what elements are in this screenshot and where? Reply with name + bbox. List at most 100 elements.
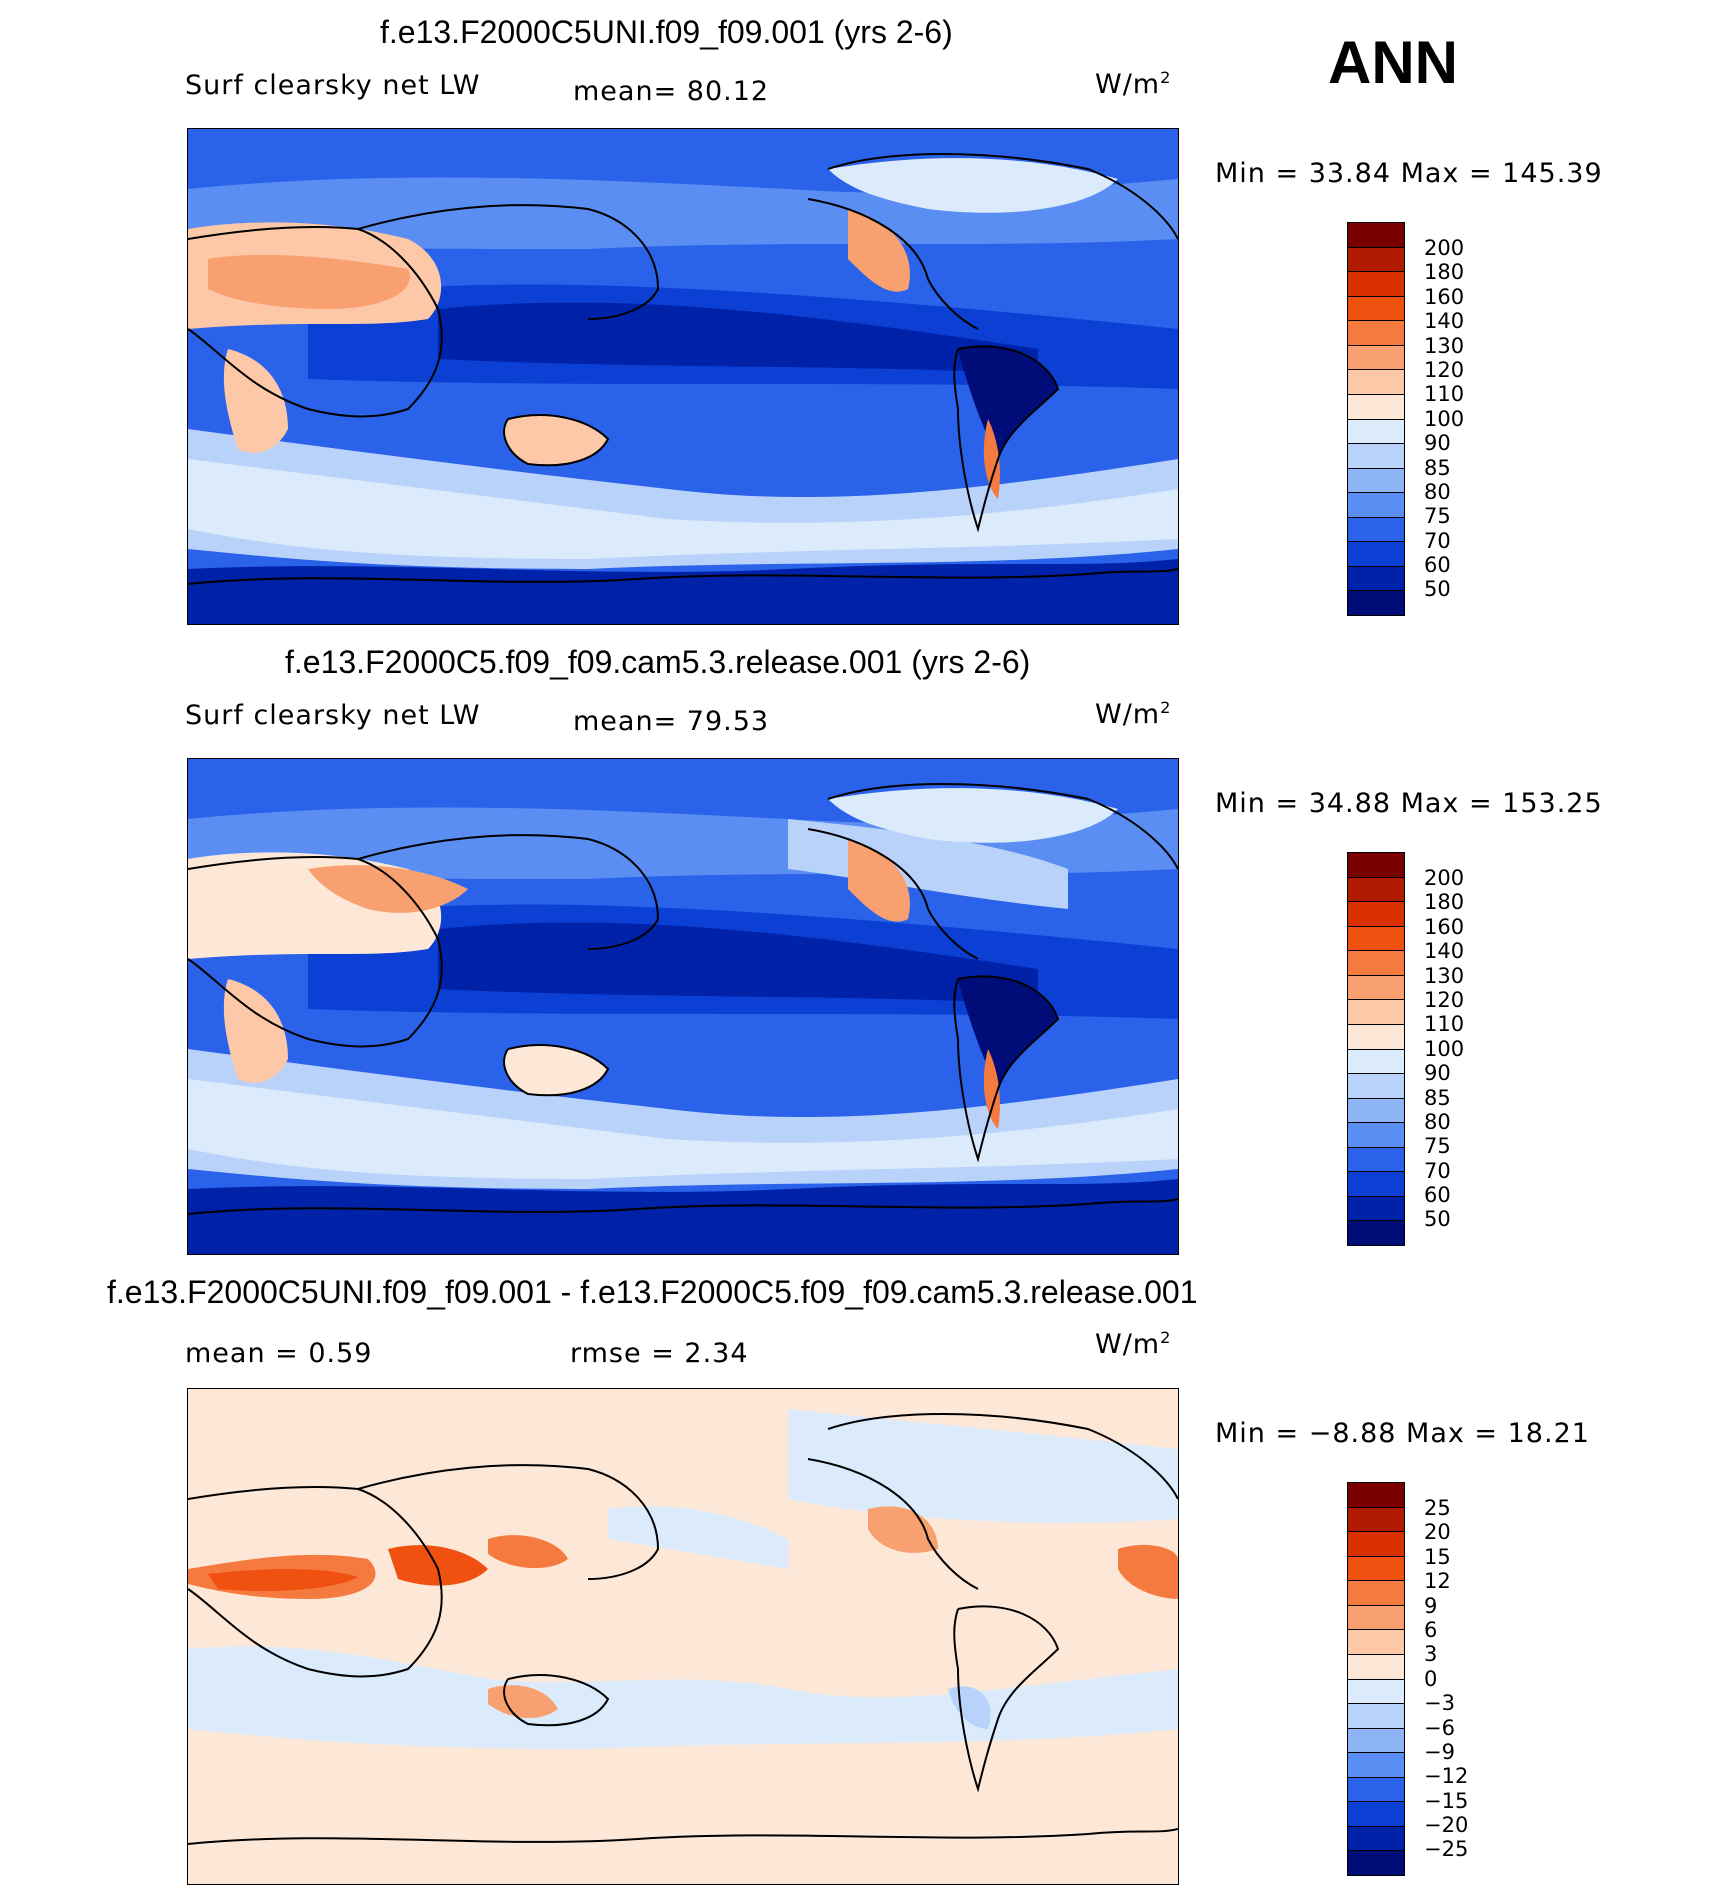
colorbar-tick-label: 9 <box>1424 1593 1438 1618</box>
colorbar-swatch <box>1348 1532 1404 1557</box>
colorbar-tick-label: 15 <box>1424 1544 1451 1569</box>
colorbar-swatch <box>1348 444 1404 469</box>
panel1-map <box>187 128 1179 625</box>
colorbar-tick-label: 160 <box>1424 914 1465 939</box>
colorbar-swatch <box>1348 321 1404 346</box>
colorbar-tick-label: 60 <box>1424 1183 1451 1208</box>
panel1-minmax: Min = 33.84 Max = 145.39 <box>1215 158 1603 189</box>
colorbar-swatch <box>1348 926 1404 952</box>
colorbar-swatch <box>1348 1630 1404 1655</box>
panel2-map <box>187 758 1179 1255</box>
colorbar-swatch <box>1348 247 1404 273</box>
colorbar-tick-label: 6 <box>1424 1617 1438 1642</box>
panel2-title: f.e13.F2000C5.f09_f09.cam5.3.release.001… <box>285 644 1031 680</box>
panel1-map-graphic <box>188 129 1178 624</box>
panel2-map-graphic <box>188 759 1178 1254</box>
colorbar-tick-label: −3 <box>1424 1691 1455 1716</box>
colorbar-swatch <box>1348 1074 1404 1099</box>
colorbar-tick-label: 140 <box>1424 939 1465 964</box>
colorbar-tick-label: 140 <box>1424 309 1465 334</box>
panel2-variable: Surf clearsky net LW <box>185 700 481 731</box>
colorbar-tick-label: 70 <box>1424 528 1451 553</box>
colorbar-tick-label: 200 <box>1424 866 1465 890</box>
colorbar-tick-label: −25 <box>1424 1837 1469 1862</box>
colorbar-swatch <box>1348 1777 1404 1803</box>
panel2-mean: mean= 79.53 <box>573 706 770 737</box>
colorbar-tick-label: 25 <box>1424 1496 1451 1520</box>
colorbar-swatch <box>1348 1802 1404 1827</box>
season-label: ANN <box>1328 29 1458 96</box>
panel3-units: W/m2 <box>1095 1328 1172 1360</box>
colorbar-swatch <box>1348 902 1404 927</box>
colorbar-tick-label: 70 <box>1424 1158 1451 1183</box>
colorbar-swatch <box>1348 1679 1404 1705</box>
colorbar-swatch <box>1348 223 1404 248</box>
colorbar-tick-label: 120 <box>1424 357 1465 382</box>
colorbar-tick-label: 200 <box>1424 236 1465 260</box>
colorbar-swatch <box>1348 542 1404 567</box>
colorbar-tick-label: −20 <box>1424 1813 1469 1838</box>
colorbar-swatch <box>1348 951 1404 976</box>
panel3-colorbar <box>1347 1482 1405 1876</box>
panel3-map <box>187 1388 1179 1885</box>
panel1-variable: Surf clearsky net LW <box>185 70 481 101</box>
panel3-title: f.e13.F2000C5UNI.f09_f09.001 - f.e13.F20… <box>107 1274 1198 1310</box>
colorbar-tick-label: −9 <box>1424 1739 1455 1764</box>
panel1-mean: mean= 80.12 <box>573 76 770 107</box>
colorbar-swatch <box>1348 296 1404 322</box>
colorbar-swatch <box>1348 1581 1404 1606</box>
colorbar-swatch <box>1348 272 1404 297</box>
colorbar-tick-label: 50 <box>1424 1207 1451 1232</box>
colorbar-tick-label: 50 <box>1424 577 1451 602</box>
colorbar-tick-label: 20 <box>1424 1520 1451 1545</box>
colorbar-swatch <box>1348 975 1404 1001</box>
colorbar-tick-label: 85 <box>1424 455 1451 480</box>
colorbar-swatch <box>1348 1147 1404 1173</box>
colorbar-swatch <box>1348 1172 1404 1197</box>
colorbar-tick-label: 75 <box>1424 1134 1451 1159</box>
colorbar-tick-label: 85 <box>1424 1085 1451 1110</box>
colorbar-swatch <box>1348 566 1404 592</box>
panel3-rmse: rmse = 2.34 <box>570 1338 749 1369</box>
colorbar-swatch <box>1348 1098 1404 1124</box>
colorbar-swatch <box>1348 1123 1404 1148</box>
colorbar-tick-label: 3 <box>1424 1642 1438 1667</box>
colorbar-swatch <box>1348 1704 1404 1729</box>
colorbar-swatch <box>1348 591 1404 615</box>
colorbar-swatch <box>1348 1049 1404 1075</box>
panel2-minmax: Min = 34.88 Max = 153.25 <box>1215 788 1603 819</box>
colorbar-swatch <box>1348 1221 1404 1245</box>
colorbar-tick-label: 80 <box>1424 1109 1451 1134</box>
colorbar-swatch <box>1348 1654 1404 1680</box>
colorbar-swatch <box>1348 853 1404 878</box>
panel3-minmax: Min = −8.88 Max = 18.21 <box>1215 1418 1590 1449</box>
colorbar-swatch <box>1348 1556 1404 1582</box>
colorbar-swatch <box>1348 468 1404 494</box>
colorbar-tick-label: 75 <box>1424 504 1451 529</box>
panel2-units: W/m2 <box>1095 698 1172 730</box>
colorbar-tick-label: 0 <box>1424 1666 1438 1691</box>
colorbar-tick-label: 180 <box>1424 260 1465 285</box>
panel2-colorbar-labels: 200 180 160 140 130 120 110 100 90 85 80 75 70 60 50 <box>1424 866 1464 1232</box>
colorbar-tick-label: −12 <box>1424 1764 1469 1789</box>
colorbar-swatch <box>1348 1605 1404 1631</box>
panel1-colorbar <box>1347 222 1405 616</box>
colorbar-swatch <box>1348 877 1404 903</box>
colorbar-tick-label: 160 <box>1424 284 1465 309</box>
panel1-title: f.e13.F2000C5UNI.f09_f09.001 (yrs 2-6) <box>380 14 953 50</box>
colorbar-swatch <box>1348 394 1404 420</box>
colorbar-tick-label: 120 <box>1424 987 1465 1012</box>
colorbar-swatch <box>1348 1826 1404 1852</box>
colorbar-tick-label: 80 <box>1424 479 1451 504</box>
colorbar-swatch <box>1348 1507 1404 1533</box>
colorbar-swatch <box>1348 1196 1404 1222</box>
colorbar-swatch <box>1348 1000 1404 1025</box>
colorbar-tick-label: −6 <box>1424 1715 1455 1740</box>
colorbar-tick-label: 90 <box>1424 431 1451 456</box>
colorbar-swatch <box>1348 1483 1404 1508</box>
colorbar-swatch <box>1348 1728 1404 1754</box>
colorbar-swatch <box>1348 1024 1404 1050</box>
panel1-colorbar-labels: 200 180 160 140 130 120 110 100 90 85 80 75 70 60 50 <box>1424 236 1464 602</box>
panel2-colorbar <box>1347 852 1405 1246</box>
colorbar-swatch <box>1348 345 1404 371</box>
